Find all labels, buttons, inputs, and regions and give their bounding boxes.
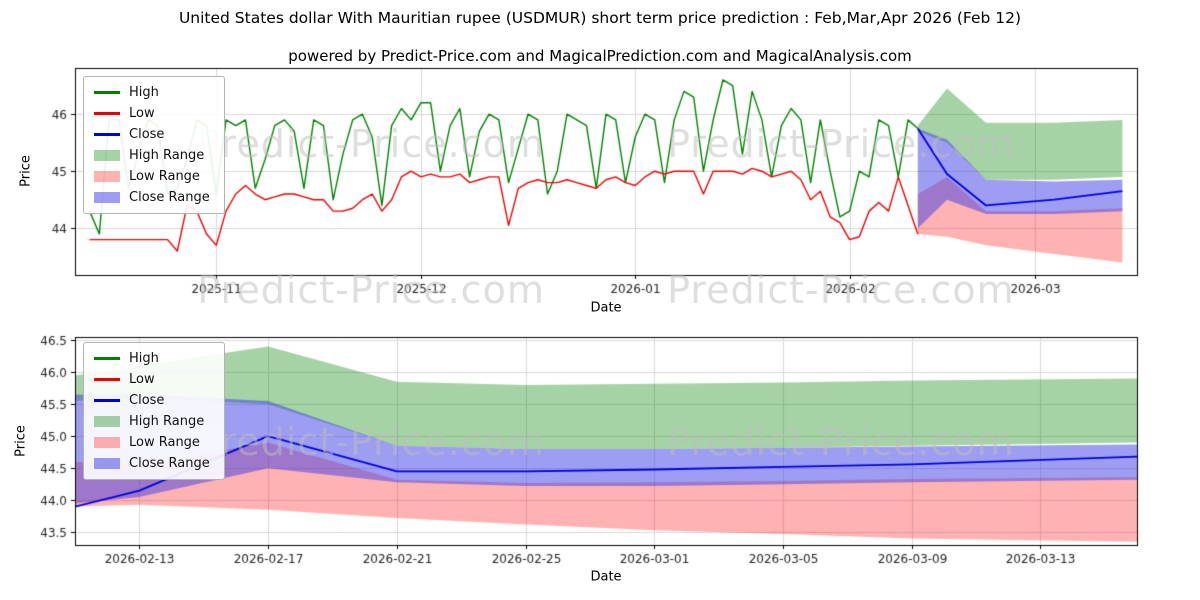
legend-label: High Range (129, 148, 205, 163)
legend-swatch (94, 378, 120, 381)
legend-label: Low Range (129, 435, 200, 450)
bottom-chart-legend: High Low Close High Range Low Range Close Ran… (83, 342, 225, 480)
legend-entry: Low Range (94, 435, 210, 450)
legend-label: Low Range (129, 169, 200, 184)
legend-swatch (94, 192, 120, 203)
legend-entry: High (94, 351, 210, 366)
legend-label: Close (129, 393, 165, 408)
legend-swatch (94, 171, 120, 182)
legend-swatch (94, 399, 120, 402)
legend-label: High (129, 85, 159, 100)
legend-swatch (94, 133, 120, 136)
legend-entry: Low (94, 372, 210, 387)
legend-entry: Close Range (94, 190, 210, 205)
legend-entry: Low (94, 106, 210, 121)
legend-swatch (94, 91, 120, 94)
legend-label: Low (129, 106, 155, 121)
top-chart-xlabel: Date (590, 300, 622, 316)
legend-label: Close Range (129, 190, 210, 205)
legend-entry: Low Range (94, 169, 210, 184)
legend-label: Close Range (129, 456, 210, 471)
bottom-chart-ylabel: Price (13, 425, 29, 457)
legend-label: Low (129, 372, 155, 387)
legend-label: High Range (129, 414, 205, 429)
legend-swatch (94, 437, 120, 448)
legend-entry: Close (94, 127, 210, 142)
legend-entry: Close (94, 393, 210, 408)
legend-entry: High Range (94, 414, 210, 429)
legend-swatch (94, 357, 120, 360)
legend-entry: Close Range (94, 456, 210, 471)
top-chart-legend: High Low Close High Range Low Range Close Ran… (83, 76, 225, 214)
top-chart-ylabel: Price (18, 155, 34, 187)
legend-swatch (94, 416, 120, 427)
bottom-chart-xlabel: Date (590, 569, 622, 585)
legend-swatch (94, 150, 120, 161)
legend-entry: High (94, 85, 210, 100)
legend-swatch (94, 458, 120, 469)
legend-entry: High Range (94, 148, 210, 163)
legend-swatch (94, 112, 120, 115)
legend-label: Close (129, 127, 165, 142)
legend-label: High (129, 351, 159, 366)
